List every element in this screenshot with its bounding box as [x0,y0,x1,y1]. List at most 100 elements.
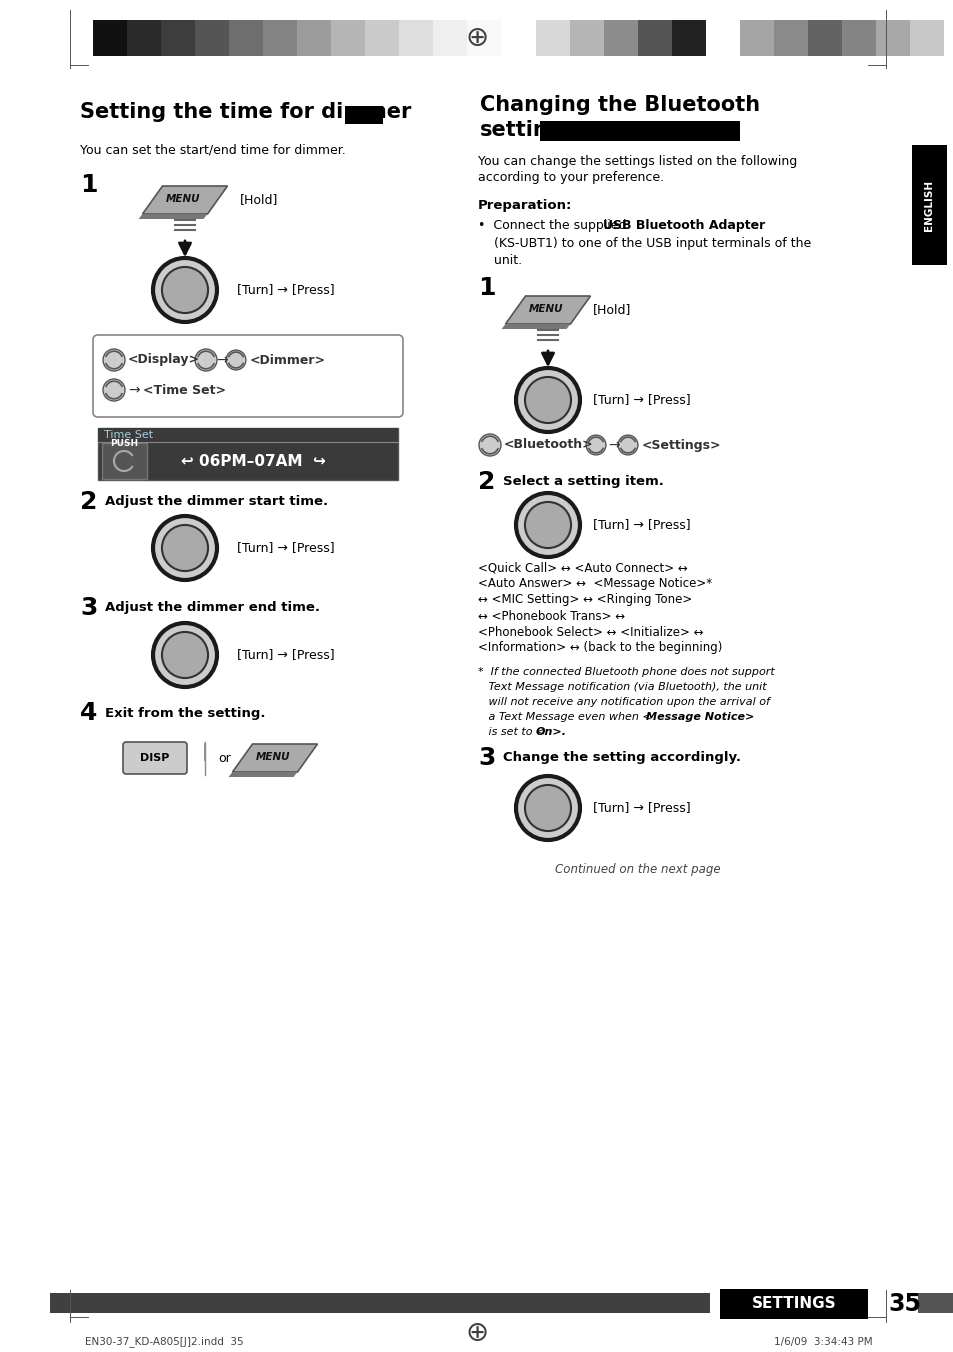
Bar [705,20,740,55]
Text: Changing the Bluetooth: Changing the Bluetooth [479,95,760,115]
Polygon shape [233,744,317,772]
Text: EN30-37_KD-A805[J]2.indd  35: EN30-37_KD-A805[J]2.indd 35 [85,1337,243,1348]
Text: You can change the settings listed on the following: You can change the settings listed on th… [477,155,797,169]
Bar [603,20,638,55]
Text: MENU: MENU [255,752,290,763]
Text: [Turn] → [Press]: [Turn] → [Press] [236,284,335,296]
Text: <Settings>: <Settings> [641,438,720,452]
Text: 35: 35 [887,1293,920,1315]
Text: according to your preference.: according to your preference. [477,172,663,184]
Circle shape [516,493,579,557]
Text: will not receive any notification upon the arrival of: will not receive any notification upon t… [477,698,769,707]
Text: 2: 2 [477,470,495,493]
Circle shape [162,631,208,679]
Text: ⊕: ⊕ [465,1320,488,1347]
Bar [365,20,398,55]
Text: setting: setting [479,120,563,141]
Text: •  Connect the supplied: • Connect the supplied [477,219,630,233]
FancyBboxPatch shape [92,335,402,416]
Text: Preparation:: Preparation: [477,199,572,211]
Polygon shape [142,187,227,214]
Text: →: → [128,383,139,397]
Circle shape [618,435,638,454]
Bar [433,20,467,55]
Text: <Dimmer>: <Dimmer> [250,353,326,366]
Text: [Hold]: [Hold] [593,303,631,316]
Text: ENGLISH: ENGLISH [923,180,934,231]
Polygon shape [138,214,208,219]
Bar [569,20,603,55]
Circle shape [516,776,579,840]
Text: Message Notice>: Message Notice> [645,713,754,722]
Circle shape [194,349,216,370]
Text: <Display>: <Display> [128,353,200,366]
Bar [161,20,194,55]
Bar [98,429,397,480]
Text: Exit from the setting.: Exit from the setting. [105,707,265,719]
Bar [263,20,296,55]
Bar [92,20,127,55]
Circle shape [162,266,208,314]
Circle shape [162,525,208,571]
Circle shape [226,350,246,370]
Bar [917,1293,953,1313]
Bar [536,20,569,55]
Circle shape [152,623,216,687]
Bar [807,20,841,55]
Bar [467,20,500,55]
Text: →: → [607,438,619,452]
Circle shape [478,434,500,456]
Circle shape [524,502,571,548]
Text: 3: 3 [477,746,495,771]
FancyBboxPatch shape [123,742,187,773]
Circle shape [524,786,571,831]
Text: Adjust the dimmer start time.: Adjust the dimmer start time. [105,495,328,508]
Text: MENU: MENU [528,304,562,314]
Text: Change the setting accordingly.: Change the setting accordingly. [502,752,740,764]
Bar [875,20,909,55]
Text: [Hold]: [Hold] [240,193,278,207]
Polygon shape [229,772,297,777]
Text: 4: 4 [80,700,97,725]
Text: [Turn] → [Press]: [Turn] → [Press] [236,542,335,554]
Text: |: | [202,744,208,761]
Bar [740,20,773,55]
Circle shape [585,435,605,454]
Text: 2: 2 [80,489,97,514]
Bar [720,1288,867,1320]
Bar [98,429,397,442]
Text: PUSH: PUSH [110,438,138,448]
Text: USB Bluetooth Adapter: USB Bluetooth Adapter [602,219,764,233]
Bar [398,20,433,55]
Bar [50,1293,709,1313]
Text: Text Message notification (via Bluetooth), the unit: Text Message notification (via Bluetooth… [477,681,766,692]
Circle shape [516,368,579,433]
Text: ↩ 06PM–07AM  ↪: ↩ 06PM–07AM ↪ [180,453,325,469]
Text: [Turn] → [Press]: [Turn] → [Press] [593,802,690,814]
Bar [331,20,365,55]
Text: Time Set: Time Set [104,430,153,439]
Text: [Turn] → [Press]: [Turn] → [Press] [593,519,690,531]
Circle shape [103,379,125,402]
Text: ↔ <MIC Setting> ↔ <Ringing Tone>: ↔ <MIC Setting> ↔ <Ringing Tone> [477,594,692,607]
Text: Adjust the dimmer end time.: Adjust the dimmer end time. [105,602,319,615]
Text: →: → [215,353,228,366]
Text: SETTINGS: SETTINGS [751,1297,836,1311]
Bar [539,120,740,141]
Text: Setting the time for dimmer: Setting the time for dimmer [80,101,411,122]
Text: 1: 1 [477,276,495,300]
Text: 1: 1 [80,173,97,197]
Bar [296,20,331,55]
Polygon shape [505,296,590,324]
Text: 1/6/09  3:34:43 PM: 1/6/09 3:34:43 PM [774,1337,872,1347]
Bar [638,20,671,55]
Text: You can set the start/end time for dimmer.: You can set the start/end time for dimme… [80,143,345,157]
Text: or: or [218,752,231,764]
Circle shape [152,516,216,580]
Text: <Quick Call> ↔ <Auto Connect> ↔: <Quick Call> ↔ <Auto Connect> ↔ [477,561,687,575]
Bar [841,20,875,55]
Bar [229,20,263,55]
Bar [773,20,807,55]
Text: 3: 3 [80,596,97,621]
Text: Continued on the next page: Continued on the next page [555,864,720,876]
